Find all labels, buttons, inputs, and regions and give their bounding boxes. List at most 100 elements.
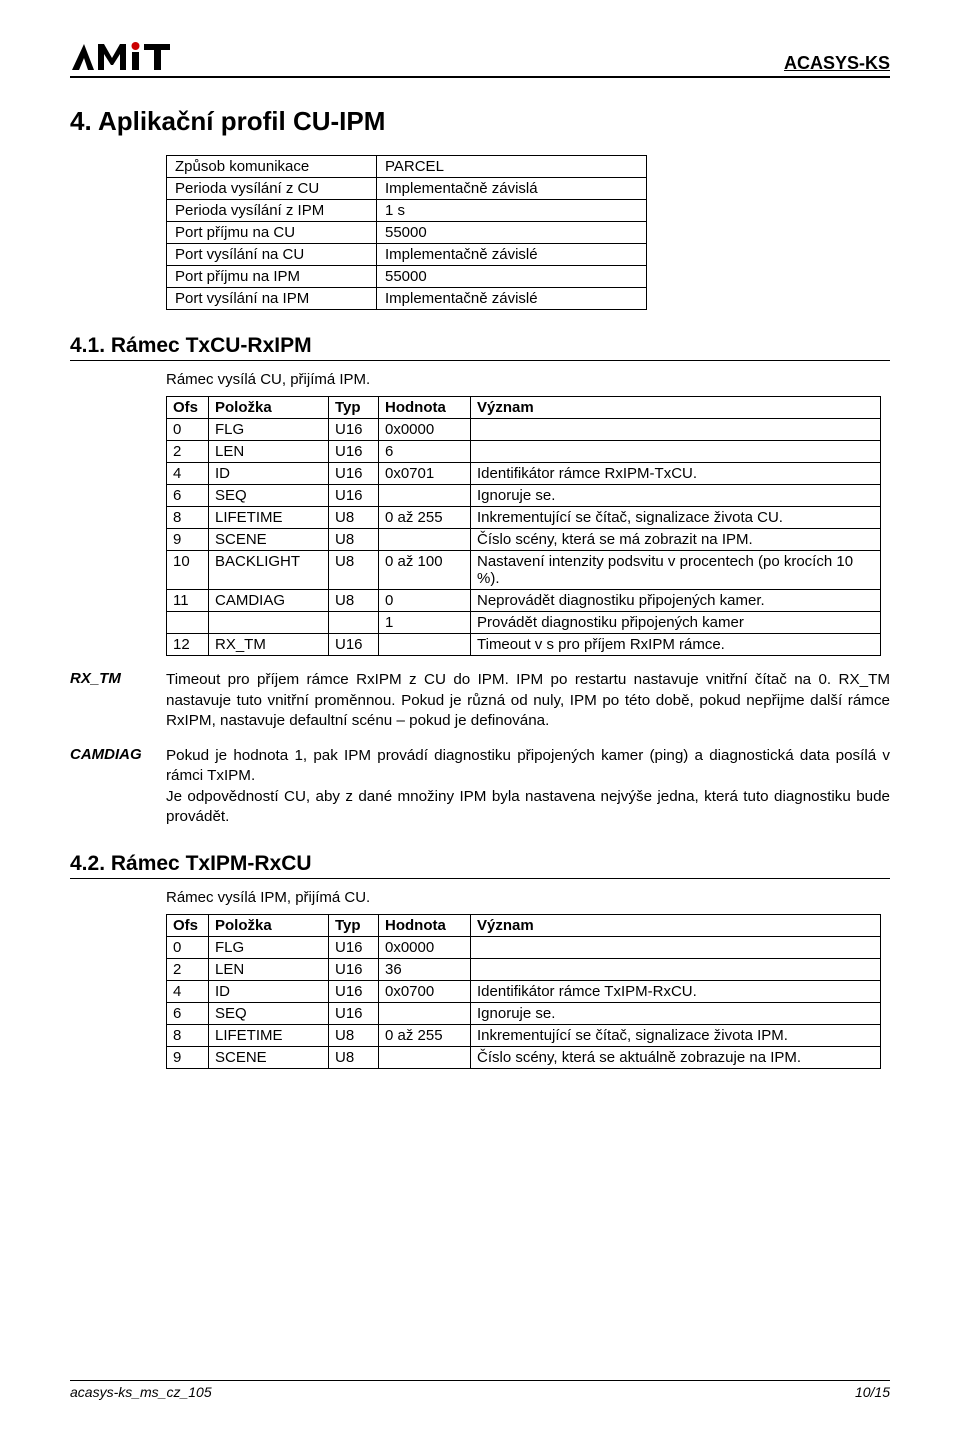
- table-row: 6SEQU16 Ignoruje se.: [167, 485, 881, 507]
- frame-txcu-rxipm-table: Ofs Položka Typ Hodnota Význam 0FLGU160x…: [166, 396, 881, 656]
- th-ofs: Ofs: [167, 397, 209, 419]
- s41-block: Rámec vysílá CU, přijímá IPM. Ofs Položk…: [166, 371, 890, 656]
- table-cell: 11: [167, 590, 209, 612]
- table-cell: 1: [379, 612, 471, 634]
- table-cell: SEQ: [209, 1002, 329, 1024]
- kv-value: PARCEL: [377, 156, 647, 178]
- table-row: Port vysílání na IPMImplementačně závisl…: [167, 288, 647, 310]
- page-footer: acasys-ks_ms_cz_105 10/15: [70, 1380, 890, 1400]
- table-cell: 8: [167, 1024, 209, 1046]
- table-cell: 9: [167, 529, 209, 551]
- table-cell: U8: [329, 1024, 379, 1046]
- table-cell: FLG: [209, 936, 329, 958]
- table-cell: Inkrementující se čítač, signalizace živ…: [471, 507, 881, 529]
- table-cell: U16: [329, 634, 379, 656]
- logo: [70, 40, 180, 74]
- kv-key: Perioda vysílání z CU: [167, 178, 377, 200]
- table-cell: 0 až 255: [379, 1024, 471, 1046]
- page: ACASYS-KS 4. Aplikační profil CU-IPM Způ…: [0, 0, 960, 1430]
- th-typ-2: Typ: [329, 914, 379, 936]
- table-cell: [471, 958, 881, 980]
- table-row: Port příjmu na IPM55000: [167, 266, 647, 288]
- table-cell: 0x0000: [379, 936, 471, 958]
- table-row: 0FLGU160x0000: [167, 936, 881, 958]
- table-row: 9SCENEU8Číslo scény, která se aktuálně z…: [167, 1046, 881, 1068]
- th-polozka-2: Položka: [209, 914, 329, 936]
- table-cell: 0x0000: [379, 419, 471, 441]
- table-row: Perioda vysílání z CUImplementačně závis…: [167, 178, 647, 200]
- table-cell: U8: [329, 529, 379, 551]
- table-cell: 6: [379, 441, 471, 463]
- kv-value: 55000: [377, 222, 647, 244]
- kv-key: Způsob komunikace: [167, 156, 377, 178]
- table-cell: 12: [167, 634, 209, 656]
- labeled-paragraph: CAMDIAGPokud je hodnota 1, pak IPM prová…: [70, 746, 890, 828]
- th-hodnota: Hodnota: [379, 397, 471, 419]
- table-cell: 0x0700: [379, 980, 471, 1002]
- kv-value: Implementačně závislé: [377, 244, 647, 266]
- table-cell: [471, 441, 881, 463]
- table-cell: 6: [167, 485, 209, 507]
- table-cell: U16: [329, 463, 379, 485]
- footer-left: acasys-ks_ms_cz_105: [70, 1384, 212, 1400]
- table-cell: U8: [329, 590, 379, 612]
- table-row: 4IDU160x0700Identifikátor rámce TxIPM-Rx…: [167, 980, 881, 1002]
- table-cell: [209, 612, 329, 634]
- paragraph-label: CAMDIAG: [70, 746, 166, 763]
- table-cell: 6: [167, 1002, 209, 1024]
- labeled-paragraph: RX_TMTimeout pro příjem rámce RxIPM z CU…: [70, 670, 890, 732]
- kv-key: Perioda vysílání z IPM: [167, 200, 377, 222]
- table-cell: [167, 612, 209, 634]
- table-cell: LEN: [209, 441, 329, 463]
- table-cell: Číslo scény, která se má zobrazit na IPM…: [471, 529, 881, 551]
- table-cell: FLG: [209, 419, 329, 441]
- table-cell: SEQ: [209, 485, 329, 507]
- table-cell: 2: [167, 441, 209, 463]
- table-cell: LEN: [209, 958, 329, 980]
- table-cell: [471, 936, 881, 958]
- table-cell: U16: [329, 1002, 379, 1024]
- table-cell: 0x0701: [379, 463, 471, 485]
- th-ofs-2: Ofs: [167, 914, 209, 936]
- table-cell: U8: [329, 551, 379, 590]
- table-row: 0FLGU160x0000: [167, 419, 881, 441]
- table-cell: Ignoruje se.: [471, 485, 881, 507]
- communication-params-table: Způsob komunikacePARCELPerioda vysílání …: [166, 155, 647, 310]
- table-cell: Timeout v s pro příjem RxIPM rámce.: [471, 634, 881, 656]
- table-cell: U8: [329, 1046, 379, 1068]
- table-cell: [379, 1002, 471, 1024]
- table-cell: 0: [167, 936, 209, 958]
- table-cell: 0 až 255: [379, 507, 471, 529]
- table-row: 4IDU160x0701Identifikátor rámce RxIPM-Tx…: [167, 463, 881, 485]
- table-cell: LIFETIME: [209, 507, 329, 529]
- th-polozka: Položka: [209, 397, 329, 419]
- table-row: 9SCENEU8Číslo scény, která se má zobrazi…: [167, 529, 881, 551]
- table-cell: RX_TM: [209, 634, 329, 656]
- section-title-4-1: 4.1. Rámec TxCU-RxIPM: [70, 334, 890, 361]
- table-cell: [379, 529, 471, 551]
- table-cell: 0: [167, 419, 209, 441]
- table-cell: 9: [167, 1046, 209, 1068]
- table-row: 6SEQU16Ignoruje se.: [167, 1002, 881, 1024]
- s42-caption: Rámec vysílá IPM, přijímá CU.: [166, 889, 890, 906]
- table-cell: U16: [329, 485, 379, 507]
- paragraphs-block: RX_TMTimeout pro příjem rámce RxIPM z CU…: [70, 670, 890, 828]
- table-cell: SCENE: [209, 1046, 329, 1068]
- table-cell: 4: [167, 463, 209, 485]
- table-cell: [379, 634, 471, 656]
- section-title-4: 4. Aplikační profil CU-IPM: [70, 106, 890, 137]
- table-cell: U16: [329, 441, 379, 463]
- table-row: 11CAMDIAGU80Neprovádět diagnostiku připo…: [167, 590, 881, 612]
- kv-key: Port příjmu na CU: [167, 222, 377, 244]
- th-hodnota-2: Hodnota: [379, 914, 471, 936]
- table-cell: Identifikátor rámce RxIPM-TxCU.: [471, 463, 881, 485]
- kv-block: Způsob komunikacePARCELPerioda vysílání …: [166, 155, 890, 310]
- th-vyznam: Význam: [471, 397, 881, 419]
- table-row: 2LENU166: [167, 441, 881, 463]
- kv-value: Implementačně závislé: [377, 288, 647, 310]
- frame-txipm-rxcu-table: Ofs Položka Typ Hodnota Význam 0FLGU160x…: [166, 914, 881, 1069]
- th-typ: Typ: [329, 397, 379, 419]
- table-cell: U16: [329, 958, 379, 980]
- section-title-4-2: 4.2. Rámec TxIPM-RxCU: [70, 852, 890, 879]
- doc-title: ACASYS-KS: [784, 53, 890, 74]
